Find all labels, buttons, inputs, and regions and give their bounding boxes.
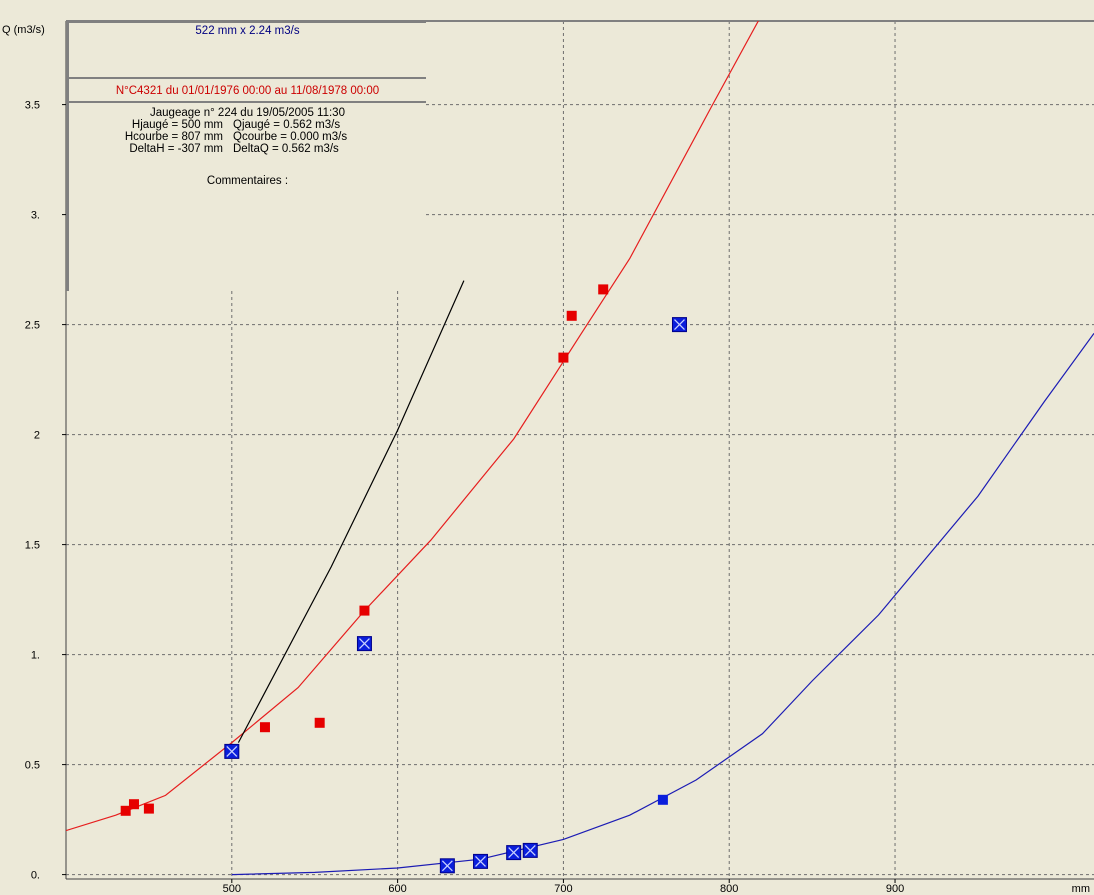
- red-point: [314, 717, 325, 728]
- y-tick-label: 3.: [31, 210, 40, 222]
- gauging-point-cross: [674, 319, 685, 331]
- data-points: [120, 284, 687, 874]
- red-point: [128, 799, 139, 810]
- y-tick-label: 2: [34, 430, 40, 442]
- grid: [66, 21, 1094, 879]
- curves: [66, 21, 1094, 876]
- gauging-point-cross: [358, 638, 370, 650]
- delta-q: DeltaQ = 0.562 m3/s: [233, 143, 339, 155]
- red-curve: [66, 21, 759, 832]
- y-tick-label: 2.5: [25, 320, 40, 332]
- x-tick-label: 900: [886, 883, 904, 895]
- h-curve: Hcourbe = 807 mm: [124, 131, 223, 143]
- x-axis-label: mm: [1072, 883, 1090, 895]
- y-axis-label: Q (m3/s): [2, 24, 45, 36]
- y-tick-label: 3.5: [25, 100, 40, 112]
- red-point: [259, 722, 270, 733]
- gauging-info-panel: 522 mm x 2.24 m3/s N°C4321 du 01/01/1976…: [66, 21, 426, 291]
- gauging-point-cross: [226, 745, 238, 757]
- black-curve: [237, 280, 465, 743]
- gauging-point-cross: [475, 855, 486, 867]
- red-point: [558, 352, 569, 363]
- y-tick-label: 1.: [31, 650, 40, 662]
- red-point: [359, 605, 370, 616]
- q-gauged: Qjaugé = 0.562 m3/s: [233, 119, 341, 131]
- delta-h: DeltaH = -307 mm: [129, 143, 223, 155]
- y-tick-label: 0.: [31, 870, 40, 882]
- x-tick-label: 600: [388, 883, 406, 895]
- q-curve: Qcourbe = 0.000 m3/s: [233, 131, 348, 143]
- gauging-point-cross: [508, 847, 520, 859]
- red-point: [566, 310, 577, 321]
- x-tick-label: 500: [223, 883, 241, 895]
- y-tick-label: 1.5: [25, 540, 40, 552]
- blue-curve: [231, 333, 1094, 876]
- y-tick-label: 0.5: [25, 760, 40, 772]
- x-tick-label: 700: [554, 883, 572, 895]
- curve-info: N°C4321 du 01/01/1976 00:00 au 11/08/197…: [69, 81, 426, 103]
- blue-point: [657, 794, 668, 805]
- gauging-details: Jaugeage n° 224 du 19/05/2005 11:30 Hjau…: [69, 103, 426, 187]
- gauging-point-cross: [441, 860, 453, 872]
- gauging-title: Jaugeage n° 224 du 19/05/2005 11:30: [150, 107, 345, 119]
- gauging-values: Hjaugé = 500 mm Qjaugé = 0.562 m3/s Hcou…: [69, 119, 426, 155]
- scale-info: 522 mm x 2.24 m3/s: [69, 21, 426, 79]
- h-gauged: Hjaugé = 500 mm: [131, 119, 223, 131]
- comments-label: Commentaires :: [206, 175, 289, 187]
- red-point: [120, 805, 131, 816]
- gauging-point-cross: [524, 844, 536, 856]
- red-point: [598, 284, 609, 295]
- x-tick-label: 800: [720, 883, 738, 895]
- red-point: [143, 803, 154, 814]
- tick-labels: 500 600 700 800 900 0. 0.5 1. 1.5 2 2.5 3. 3.5 Q (m3/…: [2, 24, 1090, 895]
